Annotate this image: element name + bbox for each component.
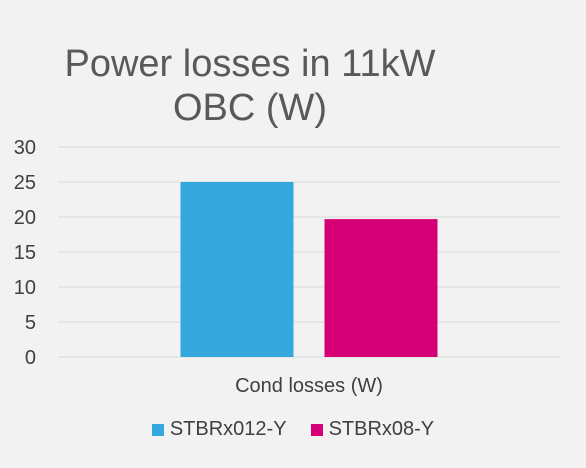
x-category-label: Cond losses (W) xyxy=(235,375,383,397)
chart-title: Power losses in 11kW OBC (W) xyxy=(0,42,500,130)
y-tick-label: 30 xyxy=(14,137,36,159)
legend-item-series-2: STBRx08-Y xyxy=(310,418,435,441)
y-tick-label: 0 xyxy=(25,347,36,369)
y-tick-label: 25 xyxy=(14,172,36,194)
y-tick-label: 20 xyxy=(14,207,36,229)
bar-series-2 xyxy=(324,219,438,357)
legend-item-series-1: STBRx012-Y xyxy=(151,418,287,441)
legend-label-series-2: STBRx08-Y xyxy=(328,418,435,440)
y-tick-label: 5 xyxy=(25,312,36,334)
legend: STBRx012-Y STBRx08-Y xyxy=(0,418,586,441)
chart-title-line-2: OBC (W) xyxy=(172,87,328,129)
y-tick-label: 10 xyxy=(14,277,36,299)
y-tick-label: 15 xyxy=(14,242,36,264)
chart-title-line-1: Power losses in 11kW xyxy=(64,43,436,85)
legend-swatch-series-2 xyxy=(310,423,323,436)
bar-series-1 xyxy=(180,182,294,357)
legend-label-series-1: STBRx012-Y xyxy=(169,418,287,440)
legend-swatch-series-1 xyxy=(151,423,164,436)
